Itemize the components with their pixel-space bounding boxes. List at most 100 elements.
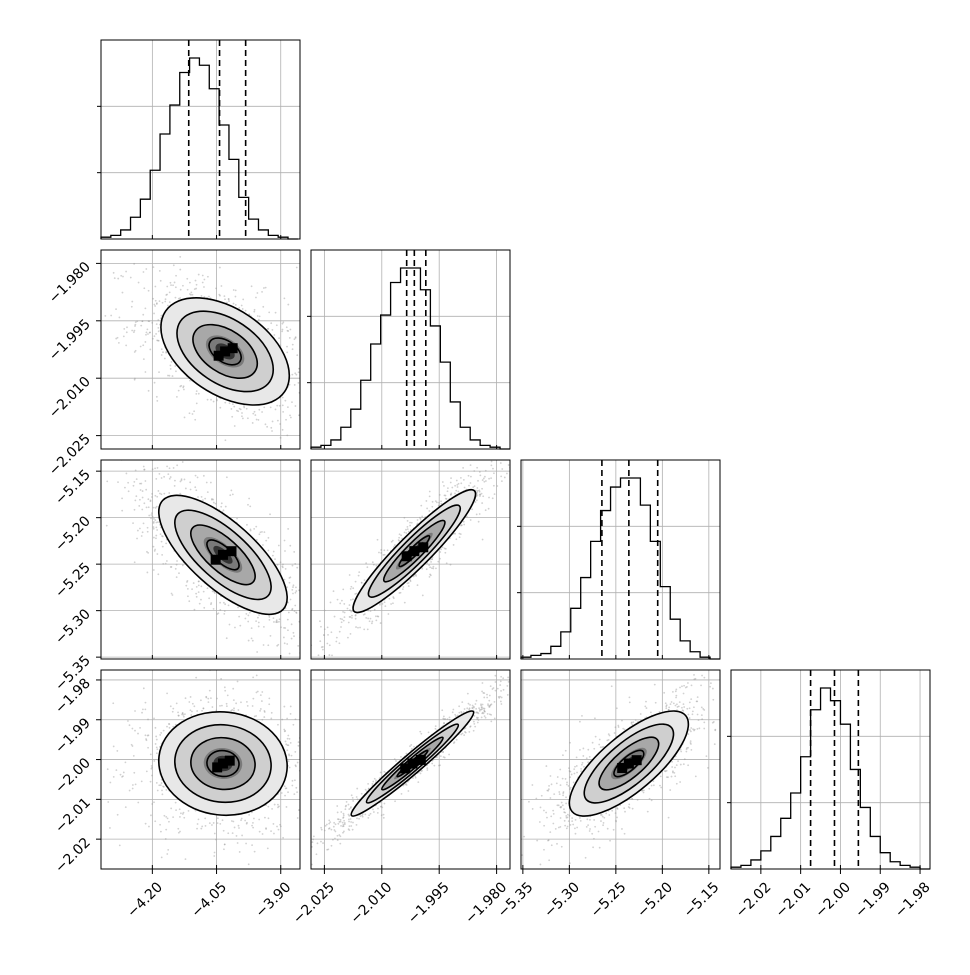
scatter-point — [251, 285, 253, 287]
scatter-point — [460, 477, 462, 479]
scatter-point — [150, 514, 152, 516]
scatter-point — [302, 448, 304, 450]
scatter-point — [352, 598, 354, 600]
scatter-point — [265, 423, 267, 425]
scatter-point — [452, 709, 454, 711]
scatter-point — [271, 712, 273, 714]
scatter-point — [463, 479, 465, 481]
scatter-point — [265, 827, 267, 829]
scatter-point — [321, 829, 323, 831]
scatter-point — [443, 716, 445, 718]
scatter-point — [375, 615, 377, 617]
scatter-point — [281, 667, 283, 669]
scatter-point — [187, 289, 189, 291]
scatter-point — [207, 491, 209, 493]
scatter-point — [305, 583, 307, 585]
scatter-point — [347, 639, 349, 641]
scatter-point — [156, 746, 158, 748]
density-peak — [212, 762, 222, 772]
scatter-point — [315, 384, 317, 386]
scatter-point — [153, 801, 155, 803]
scatter-point — [451, 487, 453, 489]
scatter-point — [281, 792, 283, 794]
scatter-point — [133, 755, 135, 757]
scatter-point — [153, 266, 155, 268]
scatter-point — [238, 307, 240, 309]
scatter-point — [440, 548, 442, 550]
scatter-point — [175, 370, 177, 372]
scatter-point — [288, 755, 290, 757]
scatter-point — [295, 787, 297, 789]
scatter-point — [315, 368, 317, 370]
scatter-point — [142, 490, 144, 492]
scatter-point — [134, 351, 136, 353]
scatter-point — [156, 752, 158, 754]
scatter-point — [154, 820, 156, 822]
scatter-point — [117, 481, 119, 483]
scatter-point — [328, 592, 330, 594]
scatter-point — [272, 659, 274, 661]
scatter-point — [259, 533, 261, 535]
scatter-point — [485, 480, 487, 482]
scatter-point — [165, 816, 167, 818]
scatter-point — [142, 708, 144, 710]
scatter-point — [384, 601, 386, 603]
scatter-point — [201, 295, 203, 297]
scatter-point — [377, 812, 379, 814]
scatter-point — [109, 782, 111, 784]
scatter-point — [268, 697, 270, 699]
scatter-point — [278, 621, 280, 623]
scatter-point — [468, 485, 470, 487]
scatter-point — [460, 533, 462, 535]
scatter-point — [271, 808, 273, 810]
scatter-point — [290, 870, 292, 872]
scatter-point — [481, 493, 483, 495]
scatter-point — [393, 597, 395, 599]
scatter-point — [245, 843, 247, 845]
density-peak — [225, 756, 235, 766]
scatter-point — [113, 746, 115, 748]
scatter-point — [174, 282, 176, 284]
scatter-point — [261, 411, 263, 413]
scatter-point — [500, 681, 502, 683]
scatter-point — [145, 268, 147, 270]
scatter-point — [489, 437, 491, 439]
scatter-point — [241, 305, 243, 307]
scatter-point — [258, 614, 260, 616]
scatter-point — [152, 468, 154, 470]
scatter-point — [496, 485, 498, 487]
scatter-point — [402, 588, 404, 590]
scatter-point — [262, 544, 264, 546]
scatter-point — [350, 588, 352, 590]
scatter-point — [220, 678, 222, 680]
scatter-point — [388, 598, 390, 600]
scatter-point — [284, 785, 286, 787]
scatter-point — [89, 292, 91, 294]
scatter-point — [148, 290, 150, 292]
scatter-point — [167, 305, 169, 307]
scatter-point — [450, 482, 452, 484]
scatter-point — [154, 286, 156, 288]
scatter-point — [224, 686, 226, 688]
scatter-point — [270, 322, 272, 324]
scatter-point — [125, 806, 127, 808]
scatter-point — [294, 384, 296, 386]
scatter-point — [216, 400, 218, 402]
scatter-point — [256, 692, 258, 694]
scatter-point — [431, 506, 433, 508]
scatter-point — [127, 720, 129, 722]
scatter-point — [372, 561, 374, 563]
histogram-step-p0 — [101, 58, 298, 239]
scatter-point — [295, 405, 297, 407]
scatter-point — [210, 482, 212, 484]
scatter-point — [211, 499, 213, 501]
scatter-point — [263, 716, 265, 718]
scatter-point — [205, 825, 207, 827]
scatter-point — [339, 631, 341, 633]
scatter-point — [286, 434, 288, 436]
scatter-point — [340, 819, 342, 821]
scatter-point — [408, 582, 410, 584]
scatter-point — [482, 682, 484, 684]
scatter-point — [160, 784, 162, 786]
scatter-point — [189, 380, 191, 382]
